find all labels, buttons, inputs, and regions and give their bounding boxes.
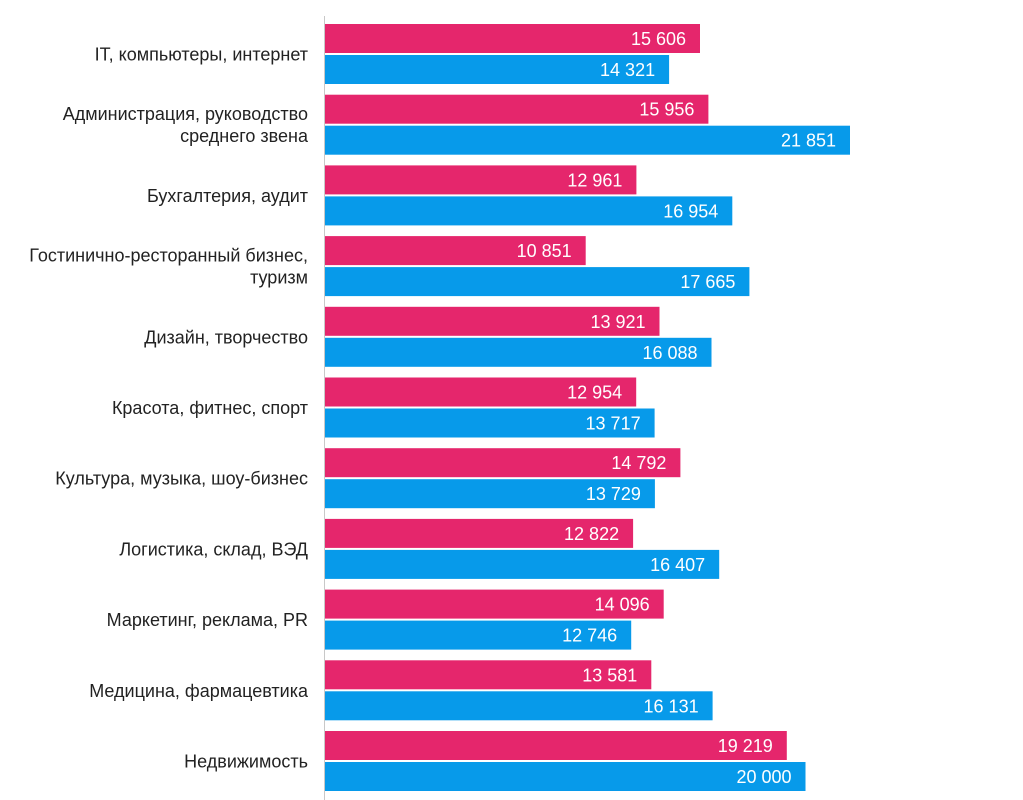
bar-s2-4 bbox=[325, 337, 712, 367]
category-label-5: Красота, фитнес, спорт bbox=[112, 398, 308, 418]
category-label-line: Маркетинг, реклама, PR bbox=[107, 610, 308, 630]
bar-s2-10 bbox=[325, 762, 806, 791]
category-label-line: Медицина, фармацевтика bbox=[89, 681, 309, 701]
value-label-s2-6: 13 729 bbox=[586, 484, 641, 504]
bar-s1-9 bbox=[325, 660, 652, 690]
category-label-10: Недвижимость bbox=[184, 752, 308, 772]
value-label-s2-8: 12 746 bbox=[562, 626, 617, 646]
category-label-line: Недвижимость bbox=[184, 752, 308, 772]
bar-s2-2 bbox=[325, 196, 733, 226]
bar-s1-3 bbox=[325, 236, 586, 266]
value-label-s1-0: 15 606 bbox=[631, 29, 686, 49]
category-label-0: IT, компьютеры, интернет bbox=[95, 45, 308, 65]
bar-s1-6 bbox=[325, 448, 681, 478]
category-label-9: Медицина, фармацевтика bbox=[89, 681, 309, 701]
category-label-2: Бухгалтерия, аудит bbox=[147, 186, 308, 206]
value-label-s1-7: 12 822 bbox=[564, 524, 619, 544]
value-label-s1-5: 12 954 bbox=[567, 383, 622, 403]
value-label-s1-4: 13 921 bbox=[590, 312, 645, 332]
category-label-3: Гостинично-ресторанный бизнес, туризм bbox=[29, 246, 308, 288]
category-label-line: Культура, музыка, шоу-бизнес bbox=[55, 469, 308, 489]
value-label-s1-10: 19 219 bbox=[718, 736, 773, 756]
category-label-6: Культура, музыка, шоу-бизнес bbox=[55, 469, 308, 489]
bar-s2-5 bbox=[325, 408, 655, 438]
category-label-line: Дизайн, творчество bbox=[144, 327, 308, 347]
category-label-line: IT, компьютеры, интернет bbox=[95, 45, 308, 65]
bar-s1-4 bbox=[325, 306, 660, 336]
value-label-s2-1: 21 851 bbox=[781, 131, 836, 151]
category-label-4: Дизайн, творчество bbox=[144, 327, 308, 347]
value-label-s2-0: 14 321 bbox=[600, 60, 655, 80]
value-label-s2-3: 17 665 bbox=[680, 272, 735, 292]
bar-s1-7 bbox=[325, 518, 634, 548]
bar-s1-10 bbox=[325, 731, 787, 760]
category-label-1: Администрация, руководство среднего звена bbox=[63, 104, 309, 146]
category-label-line: Логистика, склад, ВЭД bbox=[119, 539, 308, 559]
value-label-s2-2: 16 954 bbox=[663, 201, 718, 221]
bar-s2-1 bbox=[325, 125, 850, 155]
value-label-s1-2: 12 961 bbox=[567, 170, 622, 190]
bar-s2-0 bbox=[325, 55, 670, 84]
value-label-s1-6: 14 792 bbox=[611, 453, 666, 473]
value-label-s1-3: 10 851 bbox=[517, 241, 572, 261]
bar-s2-3 bbox=[325, 267, 750, 297]
value-label-s1-8: 14 096 bbox=[595, 595, 650, 615]
bar-s1-2 bbox=[325, 165, 637, 195]
value-label-s2-7: 16 407 bbox=[650, 555, 705, 575]
bar-s2-9 bbox=[325, 691, 713, 721]
category-label-line: Бухгалтерия, аудит bbox=[147, 186, 308, 206]
value-label-s2-10: 20 000 bbox=[736, 767, 791, 787]
bar-s2-7 bbox=[325, 549, 720, 579]
bar-s2-6 bbox=[325, 479, 655, 509]
value-label-s2-4: 16 088 bbox=[642, 343, 697, 363]
value-label-s1-1: 15 956 bbox=[639, 100, 694, 120]
category-label-line: среднего звена bbox=[180, 126, 309, 146]
bar-s2-8 bbox=[325, 620, 632, 650]
bar-s1-0 bbox=[325, 24, 700, 53]
value-label-s2-9: 16 131 bbox=[644, 696, 699, 716]
category-label-line: туризм bbox=[250, 268, 308, 288]
value-label-s1-9: 13 581 bbox=[582, 665, 637, 685]
category-label-line: Красота, фитнес, спорт bbox=[112, 398, 308, 418]
category-label-line: Гостинично-ресторанный бизнес, bbox=[29, 246, 308, 266]
category-label-7: Логистика, склад, ВЭД bbox=[119, 539, 308, 559]
bars-group bbox=[325, 24, 850, 791]
value-label-s2-5: 13 717 bbox=[586, 414, 641, 434]
category-label-8: Маркетинг, реклама, PR bbox=[107, 610, 308, 630]
value-labels-group: 15 606 14 321 15 956 21 851 12 961 16 954 10 8… bbox=[517, 29, 836, 787]
bar-s1-8 bbox=[325, 589, 664, 619]
category-labels-group: IT, компьютеры, интернет Администрация, р… bbox=[29, 45, 309, 772]
category-label-line: Администрация, руководство bbox=[63, 104, 308, 124]
bar-s1-1 bbox=[325, 94, 709, 124]
bar-s1-5 bbox=[325, 377, 637, 407]
